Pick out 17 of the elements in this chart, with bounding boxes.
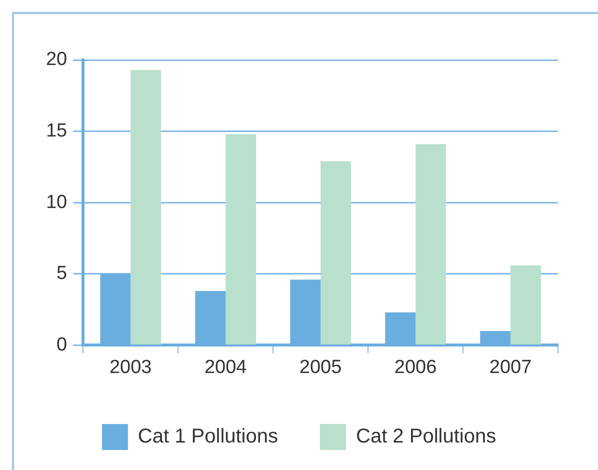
y-tick-label: 0 (56, 334, 68, 356)
bar (416, 144, 446, 344)
y-tick-label: 15 (46, 120, 68, 142)
y-tick-label: 10 (46, 192, 68, 213)
y-tick-label: 20 (46, 49, 68, 70)
bar (226, 134, 256, 344)
y-tick-label: 5 (56, 263, 68, 284)
x-tick-label: 2003 (109, 356, 152, 378)
bar (130, 70, 162, 344)
bar (320, 161, 351, 344)
legend-label: Cat 1 Pollutions (138, 426, 278, 448)
x-tick-label: 2007 (489, 356, 532, 378)
x-tick-label: 2005 (299, 356, 342, 378)
x-tick-label: 2006 (394, 356, 437, 378)
x-tick-label: 2004 (204, 356, 248, 378)
legend-label: Cat 2 Pollutions (356, 426, 496, 448)
bar (510, 265, 541, 344)
